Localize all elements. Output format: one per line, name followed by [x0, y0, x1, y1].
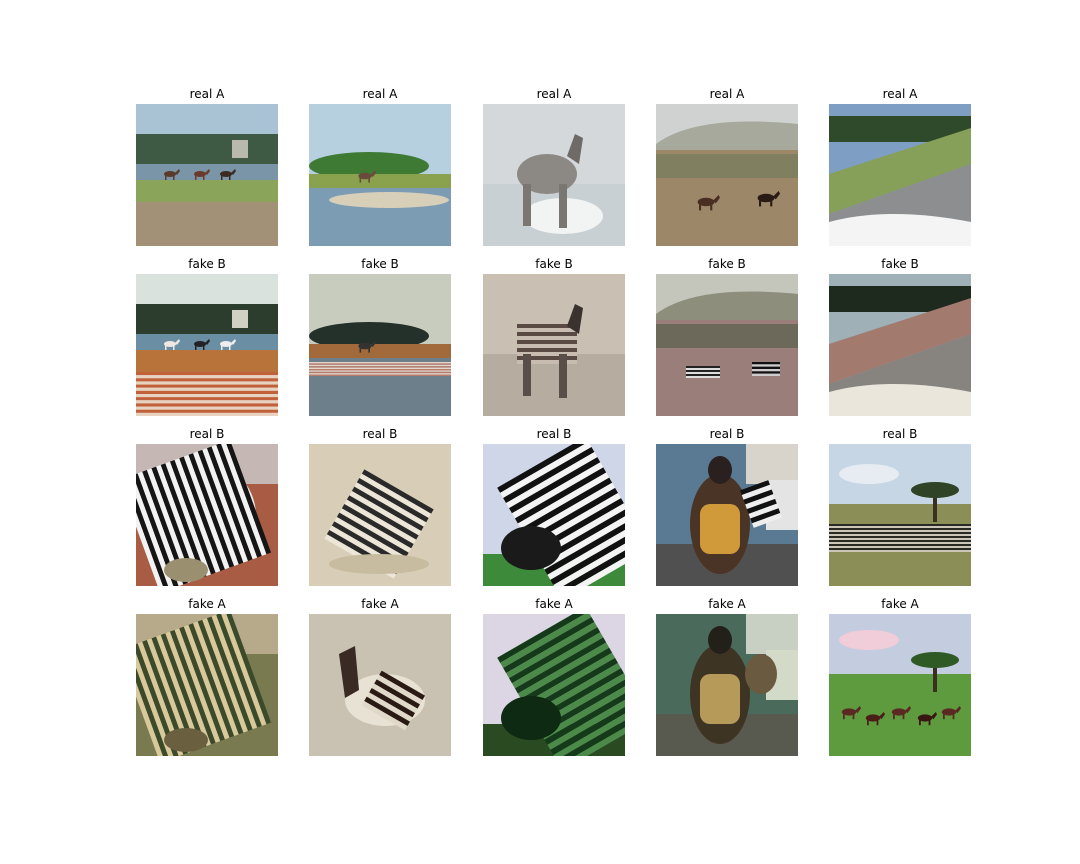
- cell-image: [656, 614, 798, 756]
- cell-image: [309, 444, 451, 586]
- cell-title: real B: [709, 427, 745, 441]
- cell-title: real B: [189, 427, 225, 441]
- cell-image: [136, 614, 278, 756]
- cell-image: [309, 614, 451, 756]
- cell-title: fake A: [361, 597, 399, 611]
- cell-title: fake A: [881, 597, 919, 611]
- cell-title: fake B: [188, 257, 226, 271]
- cell-image: [829, 274, 971, 416]
- cell-image: [656, 274, 798, 416]
- cell-image: [309, 274, 451, 416]
- cell-title: fake A: [188, 597, 226, 611]
- cell-title: real A: [362, 87, 398, 101]
- cell-title: real B: [536, 427, 572, 441]
- cell-title: fake B: [361, 257, 399, 271]
- cell-title: fake A: [708, 597, 746, 611]
- cell-title: real A: [189, 87, 225, 101]
- cell-title: fake A: [535, 597, 573, 611]
- cell-title: fake B: [708, 257, 746, 271]
- cell-title: fake B: [881, 257, 919, 271]
- cell-title: real B: [882, 427, 918, 441]
- cell-image: [483, 104, 625, 246]
- cell-title: real A: [709, 87, 745, 101]
- cell-title: fake B: [535, 257, 573, 271]
- cell-image: [829, 104, 971, 246]
- cell-image: [483, 444, 625, 586]
- cell-image: [136, 444, 278, 586]
- cell-title: real B: [362, 427, 398, 441]
- cell-image: [656, 444, 798, 586]
- cell-image: [136, 274, 278, 416]
- cell-title: real A: [536, 87, 572, 101]
- cell-image: [829, 614, 971, 756]
- cell-image: [483, 614, 625, 756]
- cell-image: [136, 104, 278, 246]
- cell-image: [483, 274, 625, 416]
- cell-title: real A: [882, 87, 918, 101]
- cell-image: [656, 104, 798, 246]
- cell-image: [829, 444, 971, 586]
- cell-image: [309, 104, 451, 246]
